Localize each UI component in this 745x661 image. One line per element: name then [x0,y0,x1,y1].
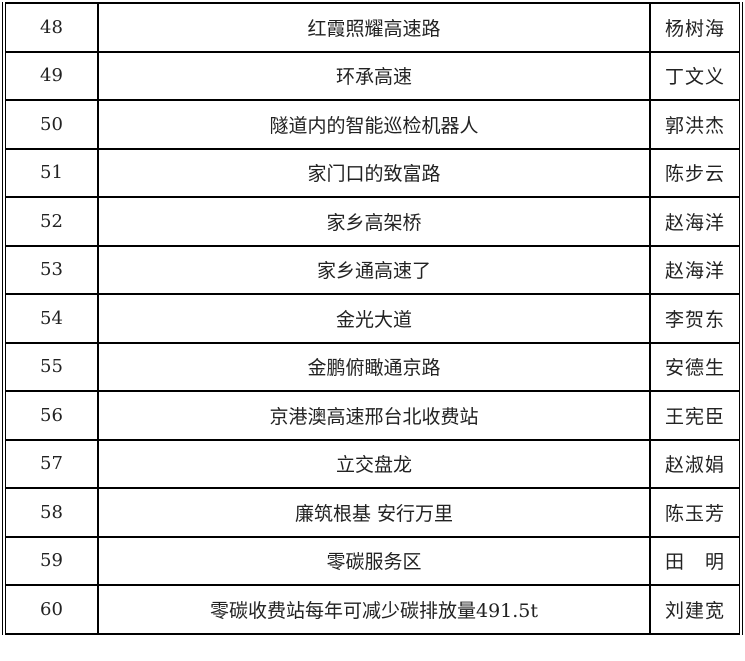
entry-title: 立交盘龙 [97,438,651,489]
entry-author: 田 明 [649,535,739,586]
entry-number: 49 [6,50,99,101]
entry-number: 52 [6,196,99,247]
entry-title: 家门口的致富路 [97,147,651,198]
table-row: 57 立交盘龙 赵淑娟 [6,438,739,489]
table-row: 55 金鹏俯瞰通京路 安德生 [6,341,739,392]
entries-table: 48 红霞照耀高速路 杨树海 49 环承高速 丁文义 50 隧道内的智能巡检机器… [6,2,739,635]
entry-author: 赵海洋 [649,196,739,247]
entries-table-container: 48 红霞照耀高速路 杨树海 49 环承高速 丁文义 50 隧道内的智能巡检机器… [2,2,743,635]
entry-title: 零碳服务区 [97,535,651,586]
entry-number: 53 [6,244,99,295]
entry-number: 58 [6,487,99,538]
entry-author: 王宪臣 [649,390,739,441]
entry-author: 郭洪杰 [649,99,739,150]
entry-author: 李贺东 [649,293,739,344]
table-row: 51 家门口的致富路 陈步云 [6,147,739,198]
entry-title: 隧道内的智能巡检机器人 [97,99,651,150]
entry-number: 51 [6,147,99,198]
entry-number: 54 [6,293,99,344]
entry-number: 59 [6,535,99,586]
entry-author: 丁文义 [649,50,739,101]
entry-title: 金光大道 [97,293,651,344]
entry-author: 安德生 [649,341,739,392]
table-row: 54 金光大道 李贺东 [6,293,739,344]
entry-title: 金鹏俯瞰通京路 [97,341,651,392]
entry-number: 48 [6,2,99,53]
entry-number: 55 [6,341,99,392]
table-row: 59 零碳服务区 田 明 [6,535,739,586]
table-row: 49 环承高速 丁文义 [6,50,739,101]
entry-number: 60 [6,584,99,635]
entry-title: 廉筑根基 安行万里 [97,487,651,538]
table-row: 52 家乡高架桥 赵海洋 [6,196,739,247]
table-row: 53 家乡通高速了 赵海洋 [6,244,739,295]
entry-number: 56 [6,390,99,441]
entry-author: 陈玉芳 [649,487,739,538]
entry-number: 50 [6,99,99,150]
table-row: 48 红霞照耀高速路 杨树海 [6,2,739,53]
entry-author: 杨树海 [649,2,739,53]
entry-title: 家乡高架桥 [97,196,651,247]
entry-title: 红霞照耀高速路 [97,2,651,53]
table-row: 50 隧道内的智能巡检机器人 郭洪杰 [6,99,739,150]
entry-author: 赵淑娟 [649,438,739,489]
entry-author: 赵海洋 [649,244,739,295]
entry-author: 刘建宽 [649,584,739,635]
table-row: 58 廉筑根基 安行万里 陈玉芳 [6,487,739,538]
entry-title: 环承高速 [97,50,651,101]
entry-number: 57 [6,438,99,489]
table-row: 56 京港澳高速邢台北收费站 王宪臣 [6,390,739,441]
entry-title: 家乡通高速了 [97,244,651,295]
entry-title: 零碳收费站每年可减少碳排放量491.5t [97,584,651,635]
entry-title: 京港澳高速邢台北收费站 [97,390,651,441]
entry-author: 陈步云 [649,147,739,198]
table-row: 60 零碳收费站每年可减少碳排放量491.5t 刘建宽 [6,584,739,635]
